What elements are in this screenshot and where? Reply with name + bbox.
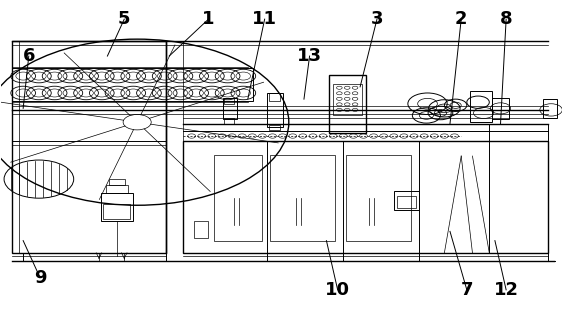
Bar (12, 41, 167, 253)
Text: 13: 13 (297, 47, 322, 65)
Bar (329, 74, 366, 133)
Bar (470, 91, 492, 122)
Bar (183, 141, 548, 253)
Text: 2: 2 (455, 10, 467, 28)
Bar (346, 154, 410, 241)
Bar (104, 204, 131, 219)
Bar (492, 98, 509, 119)
Bar (194, 221, 208, 238)
Text: 12: 12 (494, 281, 519, 299)
Text: 3: 3 (370, 10, 383, 28)
Text: 6: 6 (23, 47, 35, 65)
Bar (106, 185, 128, 193)
Bar (269, 125, 280, 130)
Text: 7: 7 (461, 281, 473, 299)
Bar (396, 196, 416, 208)
Bar (12, 68, 253, 101)
Bar (270, 154, 335, 241)
Bar (543, 99, 557, 118)
Bar (333, 84, 362, 115)
Text: 9: 9 (34, 269, 46, 286)
Bar (214, 154, 262, 241)
Bar (222, 98, 236, 119)
Bar (224, 98, 234, 104)
Bar (489, 124, 548, 253)
Bar (269, 93, 280, 101)
Bar (267, 93, 283, 127)
Bar (101, 193, 133, 221)
Text: 1: 1 (202, 10, 215, 28)
Text: 5: 5 (118, 10, 131, 28)
Bar (109, 179, 125, 185)
Text: 11: 11 (252, 10, 277, 28)
Text: 10: 10 (325, 281, 350, 299)
Bar (224, 118, 234, 124)
Bar (394, 191, 419, 210)
Text: 8: 8 (500, 10, 512, 28)
